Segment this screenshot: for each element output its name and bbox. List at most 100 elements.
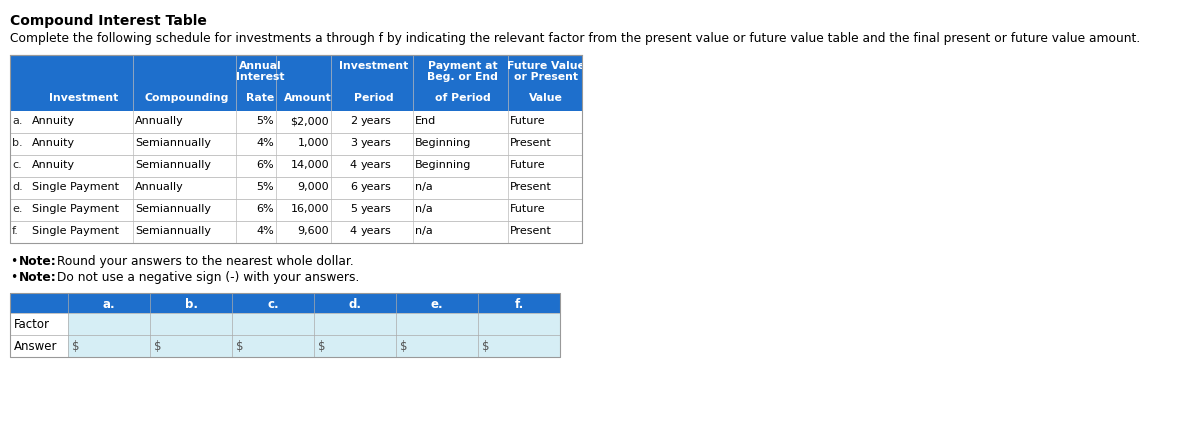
Text: 4: 4	[350, 226, 358, 236]
Text: Annually: Annually	[134, 182, 184, 192]
Text: $: $	[236, 340, 244, 353]
Text: Rate: Rate	[246, 93, 274, 103]
Text: 6: 6	[350, 182, 358, 192]
Text: 16,000: 16,000	[290, 204, 329, 214]
Text: 4%: 4%	[257, 138, 274, 148]
Bar	[10, 293, 560, 313]
Text: Period: Period	[354, 93, 394, 103]
Text: Interest: Interest	[235, 72, 284, 82]
Text: Answer: Answer	[14, 340, 58, 353]
Bar	[10, 313, 68, 335]
Text: e.: e.	[12, 204, 23, 214]
Text: $: $	[154, 340, 162, 353]
Text: $: $	[482, 340, 490, 353]
Text: $2,000: $2,000	[290, 116, 329, 126]
Text: 3: 3	[350, 138, 358, 148]
Text: Beginning: Beginning	[415, 160, 472, 170]
Text: 4%: 4%	[257, 226, 274, 236]
Text: Factor: Factor	[14, 318, 50, 331]
Text: •: •	[10, 271, 17, 284]
Text: or Present: or Present	[514, 72, 578, 82]
Text: Future: Future	[510, 160, 546, 170]
Text: years: years	[361, 204, 391, 214]
Text: 1,000: 1,000	[298, 138, 329, 148]
Text: 6%: 6%	[257, 160, 274, 170]
Text: n/a: n/a	[415, 226, 433, 236]
Text: n/a: n/a	[415, 204, 433, 214]
Text: •: •	[10, 255, 17, 268]
Text: $: $	[400, 340, 408, 353]
Text: Annual: Annual	[239, 61, 281, 71]
Text: Single Payment: Single Payment	[32, 204, 119, 214]
Text: Future Value: Future Value	[508, 61, 584, 71]
Text: 6%: 6%	[257, 204, 274, 214]
Text: Future: Future	[510, 204, 546, 214]
Text: Complete the following schedule for investments a through f by indicating the re: Complete the following schedule for inve…	[10, 32, 1140, 45]
Text: n/a: n/a	[415, 182, 433, 192]
Text: 9,000: 9,000	[298, 182, 329, 192]
Text: Present: Present	[510, 182, 552, 192]
Text: Annuity: Annuity	[32, 138, 76, 148]
Text: 5%: 5%	[257, 116, 274, 126]
Text: $: $	[72, 340, 79, 353]
Text: 9,600: 9,600	[298, 226, 329, 236]
Text: years: years	[361, 182, 391, 192]
Text: d.: d.	[348, 298, 361, 311]
Text: Single Payment: Single Payment	[32, 182, 119, 192]
Text: Do not use a negative sign (-) with your answers.: Do not use a negative sign (-) with your…	[53, 271, 359, 284]
Text: Semiannually: Semiannually	[134, 138, 211, 148]
Text: of Period: of Period	[434, 93, 491, 103]
Text: b.: b.	[12, 138, 23, 148]
Text: Semiannually: Semiannually	[134, 204, 211, 214]
Text: Single Payment: Single Payment	[32, 226, 119, 236]
Text: Note:: Note:	[19, 271, 56, 284]
Bar	[68, 313, 560, 335]
Text: Future: Future	[510, 116, 546, 126]
Text: Beg. or End: Beg. or End	[427, 72, 498, 82]
Text: c.: c.	[12, 160, 22, 170]
Text: years: years	[361, 116, 391, 126]
Text: Round your answers to the nearest whole dollar.: Round your answers to the nearest whole …	[53, 255, 354, 268]
Text: a.: a.	[12, 116, 23, 126]
Text: Payment at: Payment at	[427, 61, 497, 71]
Bar	[10, 335, 68, 357]
Bar	[10, 199, 582, 221]
Text: 5%: 5%	[257, 182, 274, 192]
Text: years: years	[361, 226, 391, 236]
Text: Investment: Investment	[340, 61, 409, 71]
Text: Annuity: Annuity	[32, 160, 76, 170]
Text: years: years	[361, 138, 391, 148]
Text: 14,000: 14,000	[290, 160, 329, 170]
Text: Present: Present	[510, 226, 552, 236]
Text: d.: d.	[12, 182, 23, 192]
Text: Compound Interest Table: Compound Interest Table	[10, 14, 206, 28]
Text: Annually: Annually	[134, 116, 184, 126]
Bar	[10, 155, 582, 177]
Bar	[10, 293, 560, 357]
Text: e.: e.	[431, 298, 443, 311]
Text: Value: Value	[529, 93, 563, 103]
Text: 4: 4	[350, 160, 358, 170]
Text: Beginning: Beginning	[415, 138, 472, 148]
Bar	[10, 55, 582, 243]
Text: f.: f.	[12, 226, 19, 236]
Text: 2: 2	[350, 116, 358, 126]
Text: a.: a.	[103, 298, 115, 311]
Text: Present: Present	[510, 138, 552, 148]
Bar	[10, 111, 582, 133]
Bar	[10, 133, 582, 155]
Text: c.: c.	[268, 298, 278, 311]
Text: Note:: Note:	[19, 255, 56, 268]
Text: f.: f.	[515, 298, 523, 311]
Text: Semiannually: Semiannually	[134, 226, 211, 236]
Text: Annuity: Annuity	[32, 116, 76, 126]
Text: End: End	[415, 116, 437, 126]
Text: Investment: Investment	[49, 93, 118, 103]
Text: $: $	[318, 340, 325, 353]
Bar	[68, 335, 560, 357]
Text: years: years	[361, 160, 391, 170]
Text: b.: b.	[185, 298, 198, 311]
Bar	[10, 55, 582, 111]
Bar	[10, 221, 582, 243]
Text: 5: 5	[350, 204, 358, 214]
